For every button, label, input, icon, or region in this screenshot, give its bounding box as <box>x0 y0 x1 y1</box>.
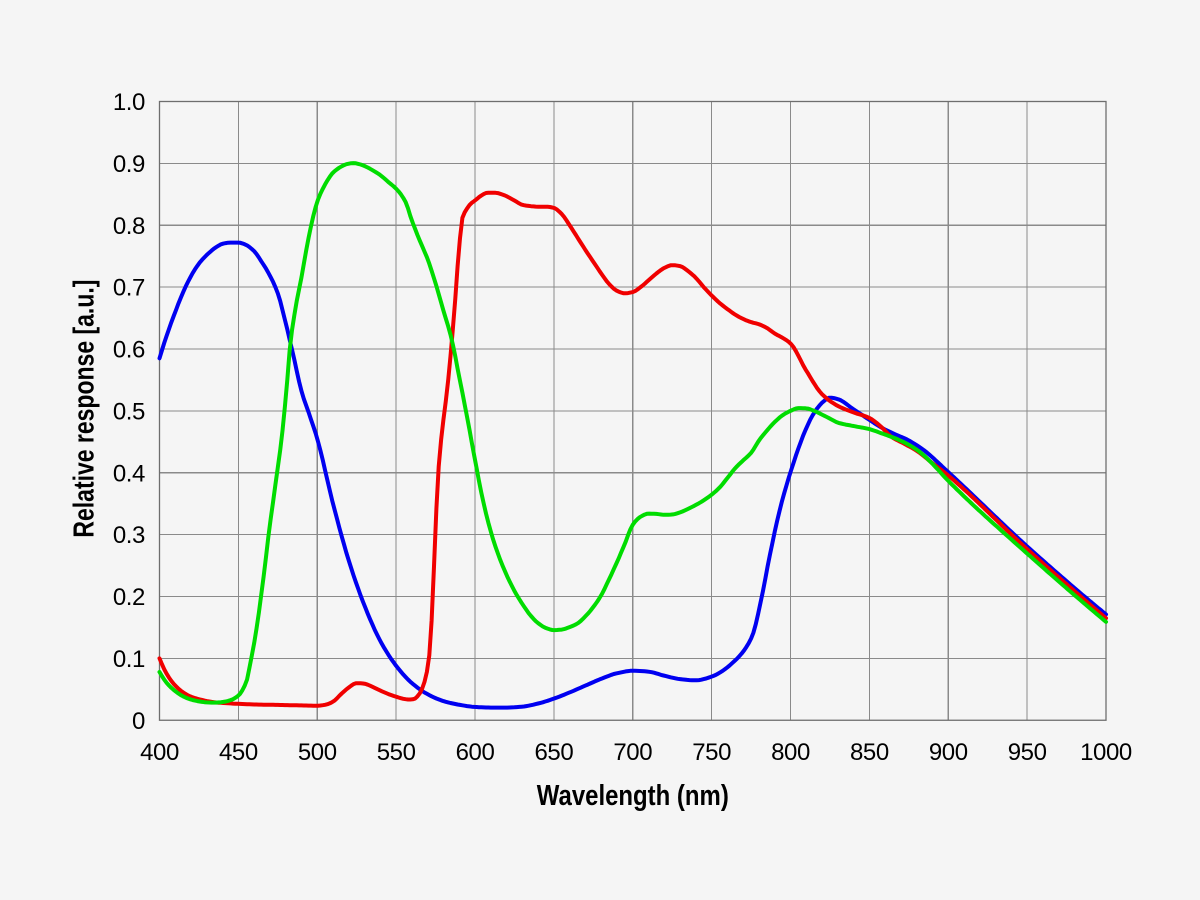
svg-text:400: 400 <box>140 739 179 766</box>
svg-text:450: 450 <box>219 739 258 766</box>
svg-text:0.8: 0.8 <box>113 213 145 240</box>
svg-text:700: 700 <box>613 739 652 766</box>
svg-text:850: 850 <box>850 739 889 766</box>
svg-text:500: 500 <box>298 739 337 766</box>
svg-text:550: 550 <box>377 739 416 766</box>
svg-text:0.5: 0.5 <box>113 398 145 425</box>
svg-text:900: 900 <box>929 739 968 766</box>
svg-text:0.9: 0.9 <box>113 151 145 178</box>
svg-text:0.1: 0.1 <box>113 646 145 673</box>
svg-text:0: 0 <box>132 708 145 735</box>
svg-text:0.6: 0.6 <box>113 337 145 364</box>
svg-text:1.0: 1.0 <box>113 89 145 116</box>
svg-text:1000: 1000 <box>1080 739 1132 766</box>
svg-text:650: 650 <box>534 739 573 766</box>
svg-text:0.3: 0.3 <box>113 522 145 549</box>
svg-text:Relative response [a.u.]: Relative response [a.u.] <box>69 280 101 538</box>
svg-text:950: 950 <box>1008 739 1047 766</box>
svg-text:0.7: 0.7 <box>113 275 145 302</box>
svg-text:800: 800 <box>771 739 810 766</box>
svg-text:0.2: 0.2 <box>113 584 145 611</box>
svg-text:0.4: 0.4 <box>113 460 145 487</box>
svg-text:Wavelength (nm): Wavelength (nm) <box>537 780 729 812</box>
svg-text:750: 750 <box>692 739 731 766</box>
svg-text:600: 600 <box>456 739 495 766</box>
